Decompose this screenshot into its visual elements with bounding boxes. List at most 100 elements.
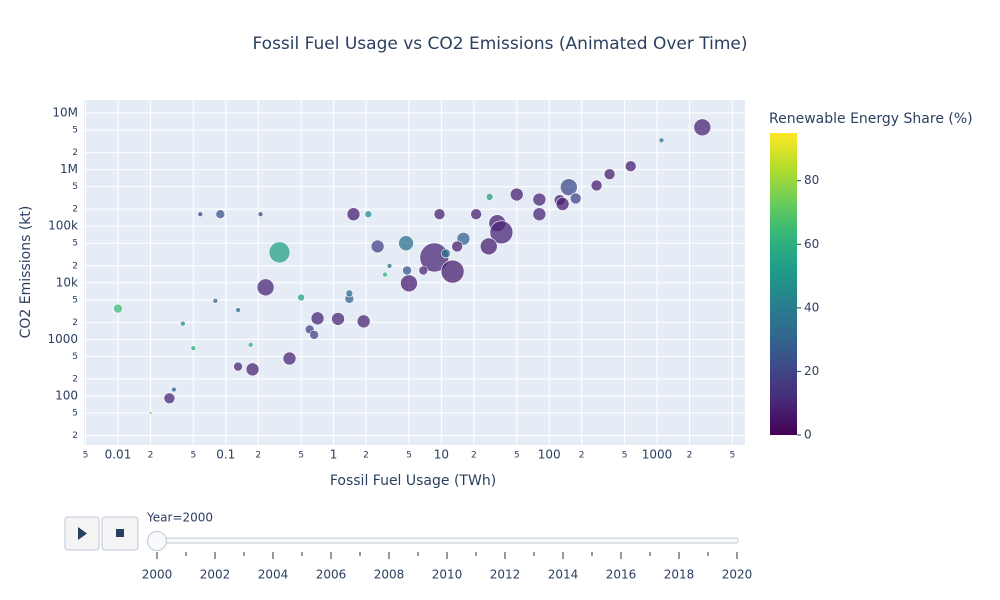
bubble (569, 192, 582, 205)
x-tick-label: 2 (255, 451, 261, 461)
y-tick-label: 5 (72, 239, 78, 249)
bubble (197, 211, 204, 218)
x-tick-label: 10 (434, 448, 449, 462)
bubble (212, 298, 219, 304)
y-tick-label: 2 (72, 148, 78, 158)
y-tick-label: 2 (72, 431, 78, 441)
bubble (364, 210, 373, 219)
slider-tick-label: 2002 (200, 568, 231, 582)
x-tick-label: 5 (622, 451, 628, 461)
y-tick-label: 5 (72, 182, 78, 192)
x-tick-label: 5 (190, 451, 196, 461)
colorbar-title: Renewable Energy Share (%) (769, 111, 973, 127)
y-tick-label: 10k (56, 275, 78, 289)
y-tick-label: 2 (72, 261, 78, 271)
bubble (386, 262, 393, 269)
bubble (113, 303, 123, 314)
x-tick-label: 1000 (642, 448, 673, 462)
x-tick-label: 2 (148, 451, 154, 461)
x-tick-label: 5 (298, 451, 304, 461)
bubble (345, 289, 354, 298)
bubble (532, 207, 547, 222)
y-tick-label: 100 (55, 388, 78, 402)
slider-tick-label: 2020 (722, 568, 753, 582)
x-tick-label: 5 (514, 451, 520, 461)
bubble (297, 293, 305, 302)
bubble (560, 178, 578, 196)
bubble (148, 411, 153, 415)
bubble (479, 237, 498, 256)
x-tick-label: 5 (730, 451, 736, 461)
bubble (433, 208, 446, 221)
bubble (257, 211, 264, 218)
bubble (346, 207, 361, 222)
bubble (180, 320, 186, 327)
bubble (441, 248, 451, 259)
bubble (282, 351, 297, 366)
y-tick-label: 100k (48, 219, 78, 233)
y-axis-title: CO2 Emissions (kt) (18, 206, 34, 339)
bubble (590, 179, 603, 192)
y-tick-label: 2 (72, 205, 78, 215)
x-tick-label: 2 (687, 451, 693, 461)
play-icon (78, 527, 87, 540)
slider-tick-label: 2016 (606, 568, 637, 582)
plot-area (84, 100, 745, 445)
slider-tick-label: 2006 (316, 568, 347, 582)
colorbar-tick-label: 60 (804, 237, 819, 251)
bubble (419, 242, 450, 273)
bubble (509, 187, 524, 202)
y-tick-label: 5 (72, 295, 78, 305)
slider-track[interactable] (147, 537, 739, 544)
slider-tick-label: 2012 (490, 568, 521, 582)
bubble (190, 345, 197, 351)
bubble (370, 239, 385, 254)
bubble (247, 342, 254, 348)
y-tick-label: 2 (72, 318, 78, 328)
slider-tick-label: 2018 (664, 568, 695, 582)
bubble (215, 209, 226, 220)
bubble (356, 314, 371, 329)
bubble (555, 197, 570, 211)
bubble (331, 312, 345, 326)
bubble (485, 193, 494, 201)
x-tick-label: 2 (363, 451, 369, 461)
y-tick-label: 1M (60, 162, 78, 176)
stop-icon (116, 529, 124, 537)
slider-tick-label: 2010 (432, 568, 463, 582)
bubble (418, 265, 429, 276)
x-tick-label: 5 (83, 451, 89, 461)
bubble (233, 361, 243, 372)
stop-button[interactable] (101, 516, 139, 551)
colorbar-tick-label: 80 (804, 173, 819, 187)
bubble (400, 274, 418, 293)
play-button[interactable] (64, 516, 100, 551)
bubble (171, 386, 177, 393)
slider-label: Year=2000 (146, 511, 213, 525)
bubble (235, 307, 241, 313)
y-tick-label: 1000 (47, 332, 78, 346)
x-tick-label: 5 (406, 451, 412, 461)
bubble (470, 208, 482, 221)
slider-tick-label: 2014 (548, 568, 579, 582)
y-tick-label: 5 (72, 409, 78, 419)
y-tick-label: 5 (72, 352, 78, 362)
slider-tick-label: 2004 (258, 568, 289, 582)
bubble (310, 311, 325, 326)
x-tick-label: 100 (538, 448, 561, 462)
bubble (309, 330, 319, 340)
bubble (440, 259, 465, 284)
colorbar-tick-label: 40 (804, 300, 819, 314)
y-tick-label: 2 (72, 374, 78, 384)
bubble (268, 241, 291, 264)
x-tick-label: 0.1 (216, 448, 235, 462)
bubble (382, 271, 388, 278)
slider-tick-label: 2000 (142, 568, 173, 582)
bubble (693, 118, 712, 137)
x-tick-label: 2 (579, 451, 585, 461)
colorbar-tick-label: 20 (804, 364, 819, 378)
bubble (245, 362, 260, 377)
slider-handle[interactable] (147, 531, 167, 551)
bubble (532, 192, 547, 207)
